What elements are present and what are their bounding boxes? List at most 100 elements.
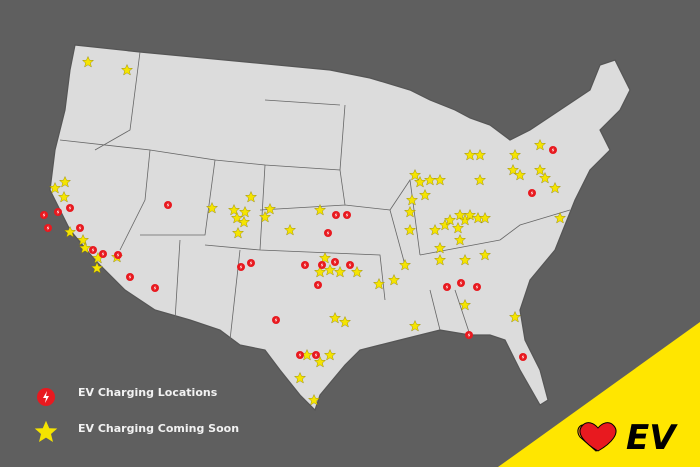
charger-location-icon — [89, 246, 97, 254]
coming-soon-star-icon — [418, 188, 432, 201]
coming-soon-star-icon — [508, 148, 522, 161]
charger-location-icon — [66, 204, 74, 212]
charger-location-icon — [528, 189, 536, 197]
coming-soon-star-icon — [473, 173, 487, 186]
coming-soon-star-icon — [313, 355, 327, 368]
coming-soon-star-icon — [48, 181, 62, 194]
coming-soon-star-icon — [323, 348, 337, 361]
coming-soon-star-icon — [443, 213, 457, 226]
charger-location-icon — [331, 258, 339, 266]
legend-charging-locations: EV Charging Locations — [36, 386, 217, 399]
coming-soon-star-icon — [78, 241, 92, 254]
coming-soon-star-icon — [408, 319, 422, 332]
coming-soon-star-icon — [231, 226, 245, 239]
coming-soon-star-icon — [433, 241, 447, 254]
coming-soon-star-icon — [244, 190, 258, 203]
coming-soon-star-icon — [57, 190, 71, 203]
coming-soon-star-icon — [318, 251, 332, 264]
charger-location-icon — [164, 201, 172, 209]
charger-location-icon — [318, 261, 326, 269]
coming-soon-star-icon — [350, 265, 364, 278]
charger-location-icon — [247, 259, 255, 267]
charger-location-icon — [473, 283, 481, 291]
charger-location-icon — [40, 211, 48, 219]
coming-soon-star-icon — [451, 221, 465, 234]
charger-location-icon — [99, 250, 107, 258]
coming-soon-star-icon — [293, 371, 307, 384]
coming-soon-star-icon — [533, 138, 547, 151]
coming-soon-star-icon — [433, 173, 447, 186]
charger-location-icon — [126, 273, 134, 281]
coming-soon-star-icon — [553, 211, 567, 224]
coming-soon-star-icon — [513, 168, 527, 181]
coming-soon-star-icon — [76, 233, 90, 246]
coming-soon-star-icon — [81, 55, 95, 68]
coming-soon-star-icon — [230, 211, 244, 224]
coming-soon-star-icon — [58, 175, 72, 188]
charger-location-icon — [314, 281, 322, 289]
coming-soon-star-icon — [227, 203, 241, 216]
coming-soon-star-icon — [307, 393, 321, 406]
us-outline — [49, 44, 631, 412]
state-borders — [59, 51, 571, 341]
coming-soon-star-icon — [538, 171, 552, 184]
coming-soon-star-icon — [453, 233, 467, 246]
charger-location-icon — [44, 224, 52, 232]
coming-soon-star-icon — [283, 223, 297, 236]
coming-soon-star-icon — [238, 205, 252, 218]
coming-soon-star-icon — [313, 203, 327, 216]
charger-location-icon — [237, 263, 245, 271]
coming-soon-star-icon — [313, 265, 327, 278]
coming-soon-star-icon — [263, 202, 277, 215]
charger-location-icon — [272, 316, 280, 324]
heart-ev-logo: EV — [577, 418, 678, 455]
charger-location-icon — [151, 284, 159, 292]
coming-soon-star-icon — [205, 201, 219, 214]
legend-star-icon — [34, 420, 58, 442]
charger-location-icon — [76, 224, 84, 232]
charger-location-icon — [312, 351, 320, 359]
charger-location-icon — [54, 208, 62, 216]
coming-soon-star-icon — [473, 148, 487, 161]
coming-soon-star-icon — [405, 193, 419, 206]
coming-soon-star-icon — [398, 258, 412, 271]
coming-soon-star-icon — [120, 63, 134, 76]
coming-soon-star-icon — [333, 265, 347, 278]
charger-location-icon — [114, 251, 122, 259]
coming-soon-star-icon — [258, 210, 272, 223]
coming-soon-star-icon — [453, 208, 467, 221]
charger-location-icon — [465, 331, 473, 339]
coming-soon-star-icon — [548, 181, 562, 194]
coming-soon-star-icon — [328, 311, 342, 324]
coming-soon-star-icon — [338, 315, 352, 328]
charger-location-icon — [346, 261, 354, 269]
legend-coming-soon: EV Charging Coming Soon — [36, 422, 239, 435]
charger-location-icon — [549, 146, 557, 154]
coming-soon-star-icon — [428, 223, 442, 236]
charger-location-icon — [443, 283, 451, 291]
legend-label: EV Charging Locations — [78, 386, 218, 399]
coming-soon-star-icon — [403, 205, 417, 218]
logo-text: EV — [626, 418, 678, 455]
heart-icon — [577, 422, 617, 452]
coming-soon-star-icon — [458, 298, 472, 311]
charger-location-icon — [296, 351, 304, 359]
legend-charger-icon — [37, 388, 55, 406]
coming-soon-star-icon — [506, 163, 520, 176]
charger-location-icon — [343, 211, 351, 219]
coming-soon-star-icon — [403, 223, 417, 236]
coming-soon-star-icon — [90, 261, 104, 274]
charger-location-icon — [324, 229, 332, 237]
legend-label: EV Charging Coming Soon — [78, 422, 240, 435]
coming-soon-star-icon — [458, 253, 472, 266]
coming-soon-star-icon — [387, 273, 401, 286]
coming-soon-star-icon — [413, 175, 427, 188]
corner-band — [498, 322, 700, 467]
coming-soon-star-icon — [237, 215, 251, 228]
coming-soon-star-icon — [478, 248, 492, 261]
coming-soon-star-icon — [408, 168, 422, 181]
charger-location-icon — [457, 279, 465, 287]
charger-location-icon — [301, 261, 309, 269]
coming-soon-star-icon — [372, 277, 386, 290]
